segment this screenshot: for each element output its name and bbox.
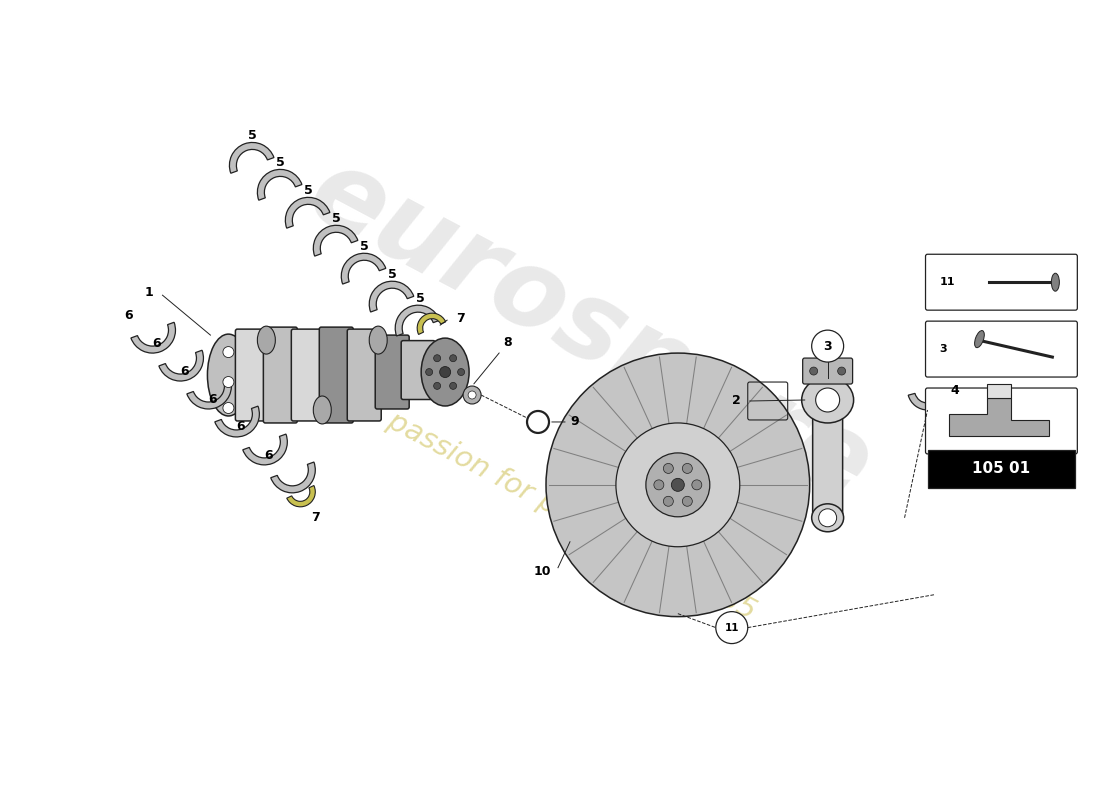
Ellipse shape	[812, 504, 844, 532]
FancyBboxPatch shape	[348, 329, 382, 421]
Wedge shape	[909, 394, 947, 410]
Wedge shape	[214, 406, 260, 437]
Text: 105 01: 105 01	[972, 462, 1031, 476]
Circle shape	[716, 612, 748, 643]
Text: 6: 6	[208, 393, 217, 406]
Wedge shape	[395, 305, 440, 336]
Circle shape	[646, 453, 710, 517]
Text: 5: 5	[360, 240, 368, 253]
FancyBboxPatch shape	[925, 321, 1077, 377]
Circle shape	[671, 478, 684, 491]
Text: 7: 7	[311, 511, 320, 524]
Polygon shape	[988, 384, 1011, 398]
FancyBboxPatch shape	[319, 327, 353, 423]
Wedge shape	[271, 462, 316, 493]
Wedge shape	[287, 486, 316, 507]
Text: 3: 3	[823, 339, 832, 353]
Wedge shape	[230, 142, 274, 174]
Text: 5: 5	[276, 156, 285, 169]
Wedge shape	[285, 198, 330, 228]
Text: 6: 6	[124, 309, 133, 322]
Wedge shape	[243, 434, 287, 465]
Text: 9: 9	[552, 415, 580, 429]
Circle shape	[810, 367, 817, 375]
Circle shape	[616, 423, 740, 546]
Circle shape	[433, 354, 441, 362]
Text: 7: 7	[455, 312, 464, 325]
Text: 6: 6	[236, 421, 244, 434]
Circle shape	[440, 366, 451, 378]
Ellipse shape	[314, 396, 331, 424]
Circle shape	[837, 367, 846, 375]
Circle shape	[458, 369, 464, 375]
Ellipse shape	[802, 377, 854, 423]
Text: 6: 6	[264, 450, 273, 462]
FancyBboxPatch shape	[292, 329, 326, 421]
Text: 4: 4	[950, 383, 959, 397]
Text: 6: 6	[152, 337, 161, 350]
Bar	[927, 450, 1076, 488]
Text: 5: 5	[248, 129, 256, 142]
Text: 3: 3	[939, 344, 947, 354]
Text: 6: 6	[180, 365, 189, 378]
Ellipse shape	[975, 330, 984, 348]
Text: 5: 5	[304, 184, 312, 197]
Circle shape	[426, 369, 432, 375]
Circle shape	[433, 382, 441, 390]
Text: 8: 8	[474, 336, 513, 384]
Circle shape	[812, 330, 844, 362]
FancyBboxPatch shape	[263, 327, 297, 423]
Circle shape	[663, 463, 673, 474]
Circle shape	[682, 496, 692, 506]
FancyBboxPatch shape	[402, 341, 436, 399]
Circle shape	[223, 346, 234, 358]
Circle shape	[223, 377, 234, 387]
Wedge shape	[187, 378, 231, 409]
Polygon shape	[949, 398, 1049, 436]
Wedge shape	[158, 350, 204, 381]
FancyBboxPatch shape	[925, 254, 1077, 310]
Ellipse shape	[421, 338, 469, 406]
Circle shape	[463, 386, 481, 404]
Circle shape	[816, 388, 839, 412]
Circle shape	[653, 480, 664, 490]
Circle shape	[223, 402, 234, 414]
Text: 5: 5	[388, 268, 397, 281]
Text: 5: 5	[416, 292, 425, 305]
Circle shape	[469, 391, 476, 399]
Wedge shape	[341, 254, 386, 284]
Circle shape	[818, 509, 837, 526]
Text: 2: 2	[733, 394, 741, 407]
Wedge shape	[370, 282, 414, 312]
FancyBboxPatch shape	[235, 329, 270, 421]
FancyBboxPatch shape	[375, 335, 409, 409]
FancyBboxPatch shape	[803, 358, 852, 384]
Circle shape	[692, 480, 702, 490]
Ellipse shape	[370, 326, 387, 354]
Circle shape	[663, 496, 673, 506]
Circle shape	[450, 382, 456, 390]
Ellipse shape	[208, 334, 250, 416]
Text: 5: 5	[332, 212, 341, 225]
Ellipse shape	[257, 326, 275, 354]
Text: eurospare: eurospare	[292, 138, 889, 522]
Text: 11: 11	[939, 278, 955, 287]
Text: 11: 11	[725, 622, 739, 633]
FancyBboxPatch shape	[813, 397, 843, 522]
Circle shape	[682, 463, 692, 474]
Wedge shape	[314, 226, 358, 256]
Circle shape	[450, 354, 456, 362]
Text: a passion for parts since 1985: a passion for parts since 1985	[360, 394, 761, 626]
Ellipse shape	[1052, 274, 1059, 291]
Wedge shape	[257, 170, 301, 200]
Text: 10: 10	[534, 566, 551, 578]
Circle shape	[546, 353, 810, 617]
Wedge shape	[131, 322, 176, 353]
Text: 1: 1	[144, 286, 153, 298]
FancyBboxPatch shape	[925, 388, 1077, 454]
Wedge shape	[417, 313, 446, 334]
